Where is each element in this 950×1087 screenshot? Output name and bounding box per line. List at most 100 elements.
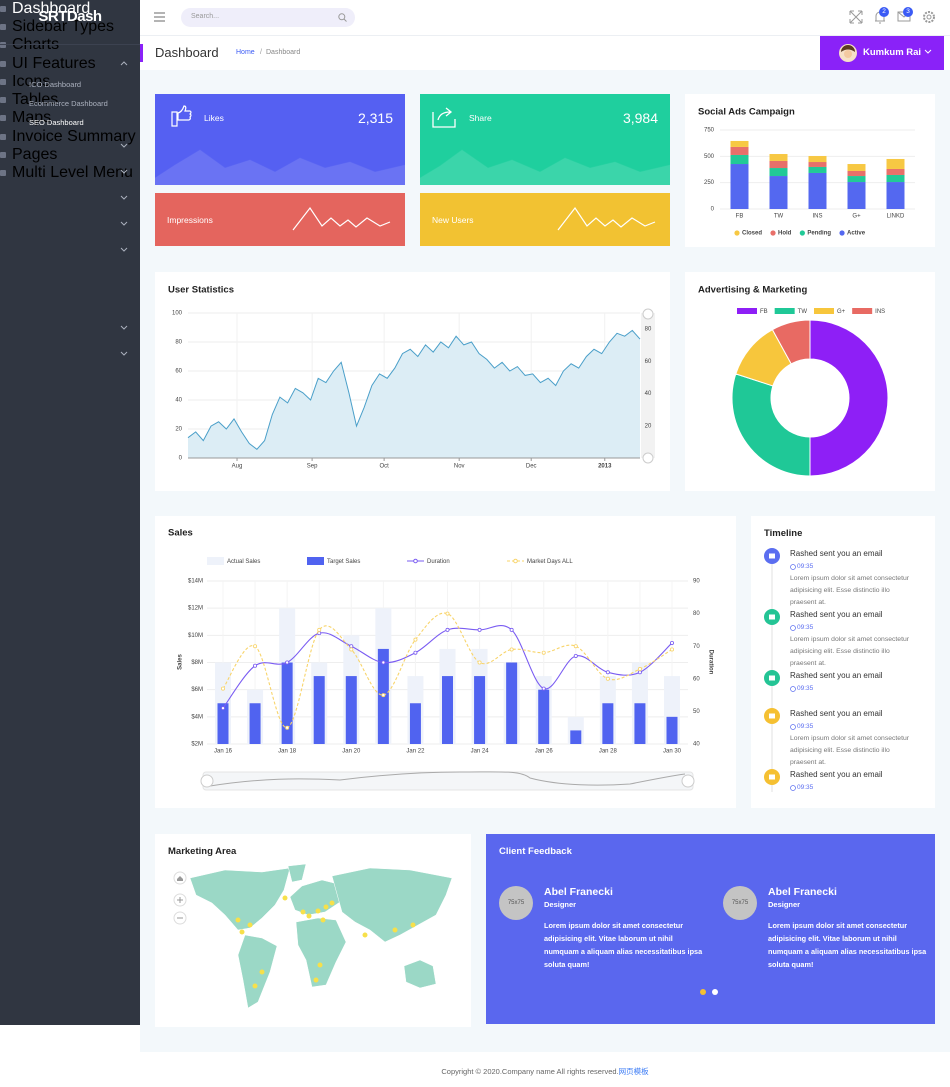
stat-label: New Users	[432, 215, 474, 225]
menu-icon	[0, 78, 6, 85]
card	[155, 272, 670, 491]
stat-card: Likes 2,315	[155, 94, 405, 185]
settings-icon[interactable]	[922, 10, 936, 24]
client-text: Lorem ipsum dolor sit amet consectetur a…	[768, 921, 927, 969]
avatar	[839, 44, 857, 62]
menu-item[interactable]: Dashboard	[0, 0, 140, 18]
menu-chevron	[120, 351, 128, 356]
page-title: Dashboard	[155, 45, 219, 60]
menu-label: Multi Level Menu	[12, 164, 133, 182]
menu-icon	[0, 97, 6, 104]
footer-text: Copyright © 2020.Company name All rights…	[441, 1067, 619, 1076]
search-icon	[338, 13, 347, 22]
sidebar: SRTDash Dashboard ICO Dashboard Ecommerce …	[0, 0, 140, 1025]
submenu-item[interactable]: Ecommerce Dashboard	[29, 99, 108, 108]
menu-item[interactable]: Sidebar Types	[0, 18, 140, 36]
timeline-text: Lorem ipsum dolor sit amet consectetur a…	[790, 575, 909, 606]
client-name: Abel Franecki	[544, 886, 613, 898]
stat-card: Impressions	[155, 193, 405, 246]
menu-icon	[0, 42, 6, 49]
carousel-dot[interactable]	[700, 989, 706, 995]
menu-item[interactable]: Pages	[0, 146, 140, 164]
submenu-item[interactable]: ICO Dashboard	[29, 80, 82, 89]
menu-label: Dashboard	[12, 0, 91, 17]
user-name: Kumkum Rai	[863, 47, 922, 58]
menu-icon	[0, 24, 6, 31]
title-bar: Dashboard Home / Dashboard Kumkum Rai	[140, 36, 950, 70]
user-chevron	[924, 49, 932, 54]
submenu-item[interactable]: SEO Dashboard	[29, 118, 84, 127]
stat-card: New Users	[420, 193, 670, 246]
card-title: Client Feedback	[499, 846, 572, 857]
chevron	[120, 169, 128, 174]
footer-link[interactable]: 网页模板	[618, 1067, 649, 1076]
feedback-card: Client Feedback 75x75 Abel Franecki Design…	[486, 834, 935, 1024]
menu-item[interactable]: Multi Level Menu	[0, 164, 140, 182]
stat-value: 2,315	[357, 110, 393, 126]
timeline-title: Rashed sent you an email	[790, 671, 883, 680]
search-box[interactable]: Search...	[181, 8, 355, 27]
stat-card: Share 3,984	[420, 94, 670, 185]
chevron	[120, 195, 128, 200]
brand[interactable]: SRTDash	[38, 8, 102, 25]
card-title: Timeline	[764, 528, 803, 539]
menu-chevron	[120, 169, 128, 174]
menu-item[interactable]: Icons	[0, 73, 140, 91]
client-name: Abel Franecki	[768, 886, 837, 898]
menu-chevron	[120, 221, 128, 226]
search-placeholder: Search...	[191, 13, 220, 20]
avatar-placeholder: 75x75	[499, 886, 533, 920]
menu-chevron	[120, 195, 128, 200]
map-card: Marketing Area	[155, 834, 471, 1027]
chevron	[120, 143, 128, 148]
timeline-title: Rashed sent you an email	[790, 709, 883, 718]
timeline-title: Rashed sent you an email	[790, 770, 883, 779]
menu-icon	[0, 115, 6, 122]
menu-icon	[0, 170, 6, 177]
footer: Copyright © 2020.Company name All rights…	[140, 1066, 950, 1077]
fullscreen-icon[interactable]	[849, 10, 863, 24]
carousel-dot[interactable]	[712, 989, 718, 995]
breadcrumb-current: Dashboard	[266, 49, 301, 56]
notification-badge: 2	[879, 7, 889, 17]
menu-chevron	[120, 325, 128, 330]
message-badge: 3	[903, 7, 913, 17]
menu-item[interactable]: Invoice Summary	[0, 128, 140, 146]
timeline-title: Rashed sent you an email	[790, 549, 883, 558]
divider	[0, 44, 140, 45]
menu-icon	[0, 60, 6, 67]
chevron	[120, 351, 128, 356]
stat-label: Likes	[204, 113, 224, 123]
card	[155, 516, 736, 808]
menu-label: Tables	[12, 91, 59, 109]
stat-value: 3,984	[622, 110, 658, 126]
menu-chevron	[120, 143, 128, 148]
stat-label: Share	[469, 113, 492, 123]
menu-icon	[0, 151, 6, 158]
timeline-time: 09:35	[797, 624, 814, 631]
menu-label: Maps	[12, 109, 52, 127]
timeline-time: 09:35	[797, 723, 814, 730]
chevron	[120, 221, 128, 226]
client-text: Lorem ipsum dolor sit amet consectetur a…	[544, 921, 703, 969]
timeline-time: 09:35	[797, 685, 814, 692]
menu-chevron	[120, 247, 128, 252]
menu-label: Invoice Summary	[12, 127, 136, 145]
breadcrumb-home[interactable]: Home	[236, 49, 255, 56]
menu-item[interactable]: Tables	[0, 91, 140, 109]
menu-item[interactable]: Charts	[0, 36, 140, 54]
timeline-text: Lorem ipsum dolor sit amet consectetur a…	[790, 735, 909, 766]
menu-icon	[0, 6, 6, 12]
chevron	[120, 247, 128, 252]
menu-label: Icons	[12, 72, 51, 90]
title-accent	[140, 44, 143, 62]
user-menu[interactable]: Kumkum Rai	[820, 36, 944, 70]
client-role: Designer	[768, 900, 801, 909]
menu-toggle[interactable]	[154, 12, 166, 22]
timeline-time: 09:35	[797, 784, 814, 791]
top-header: Search... 2 3	[140, 0, 950, 36]
menu-item[interactable]: Maps	[0, 109, 140, 127]
avatar-placeholder: 75x75	[723, 886, 757, 920]
menu-item[interactable]: UI Features	[0, 55, 140, 73]
